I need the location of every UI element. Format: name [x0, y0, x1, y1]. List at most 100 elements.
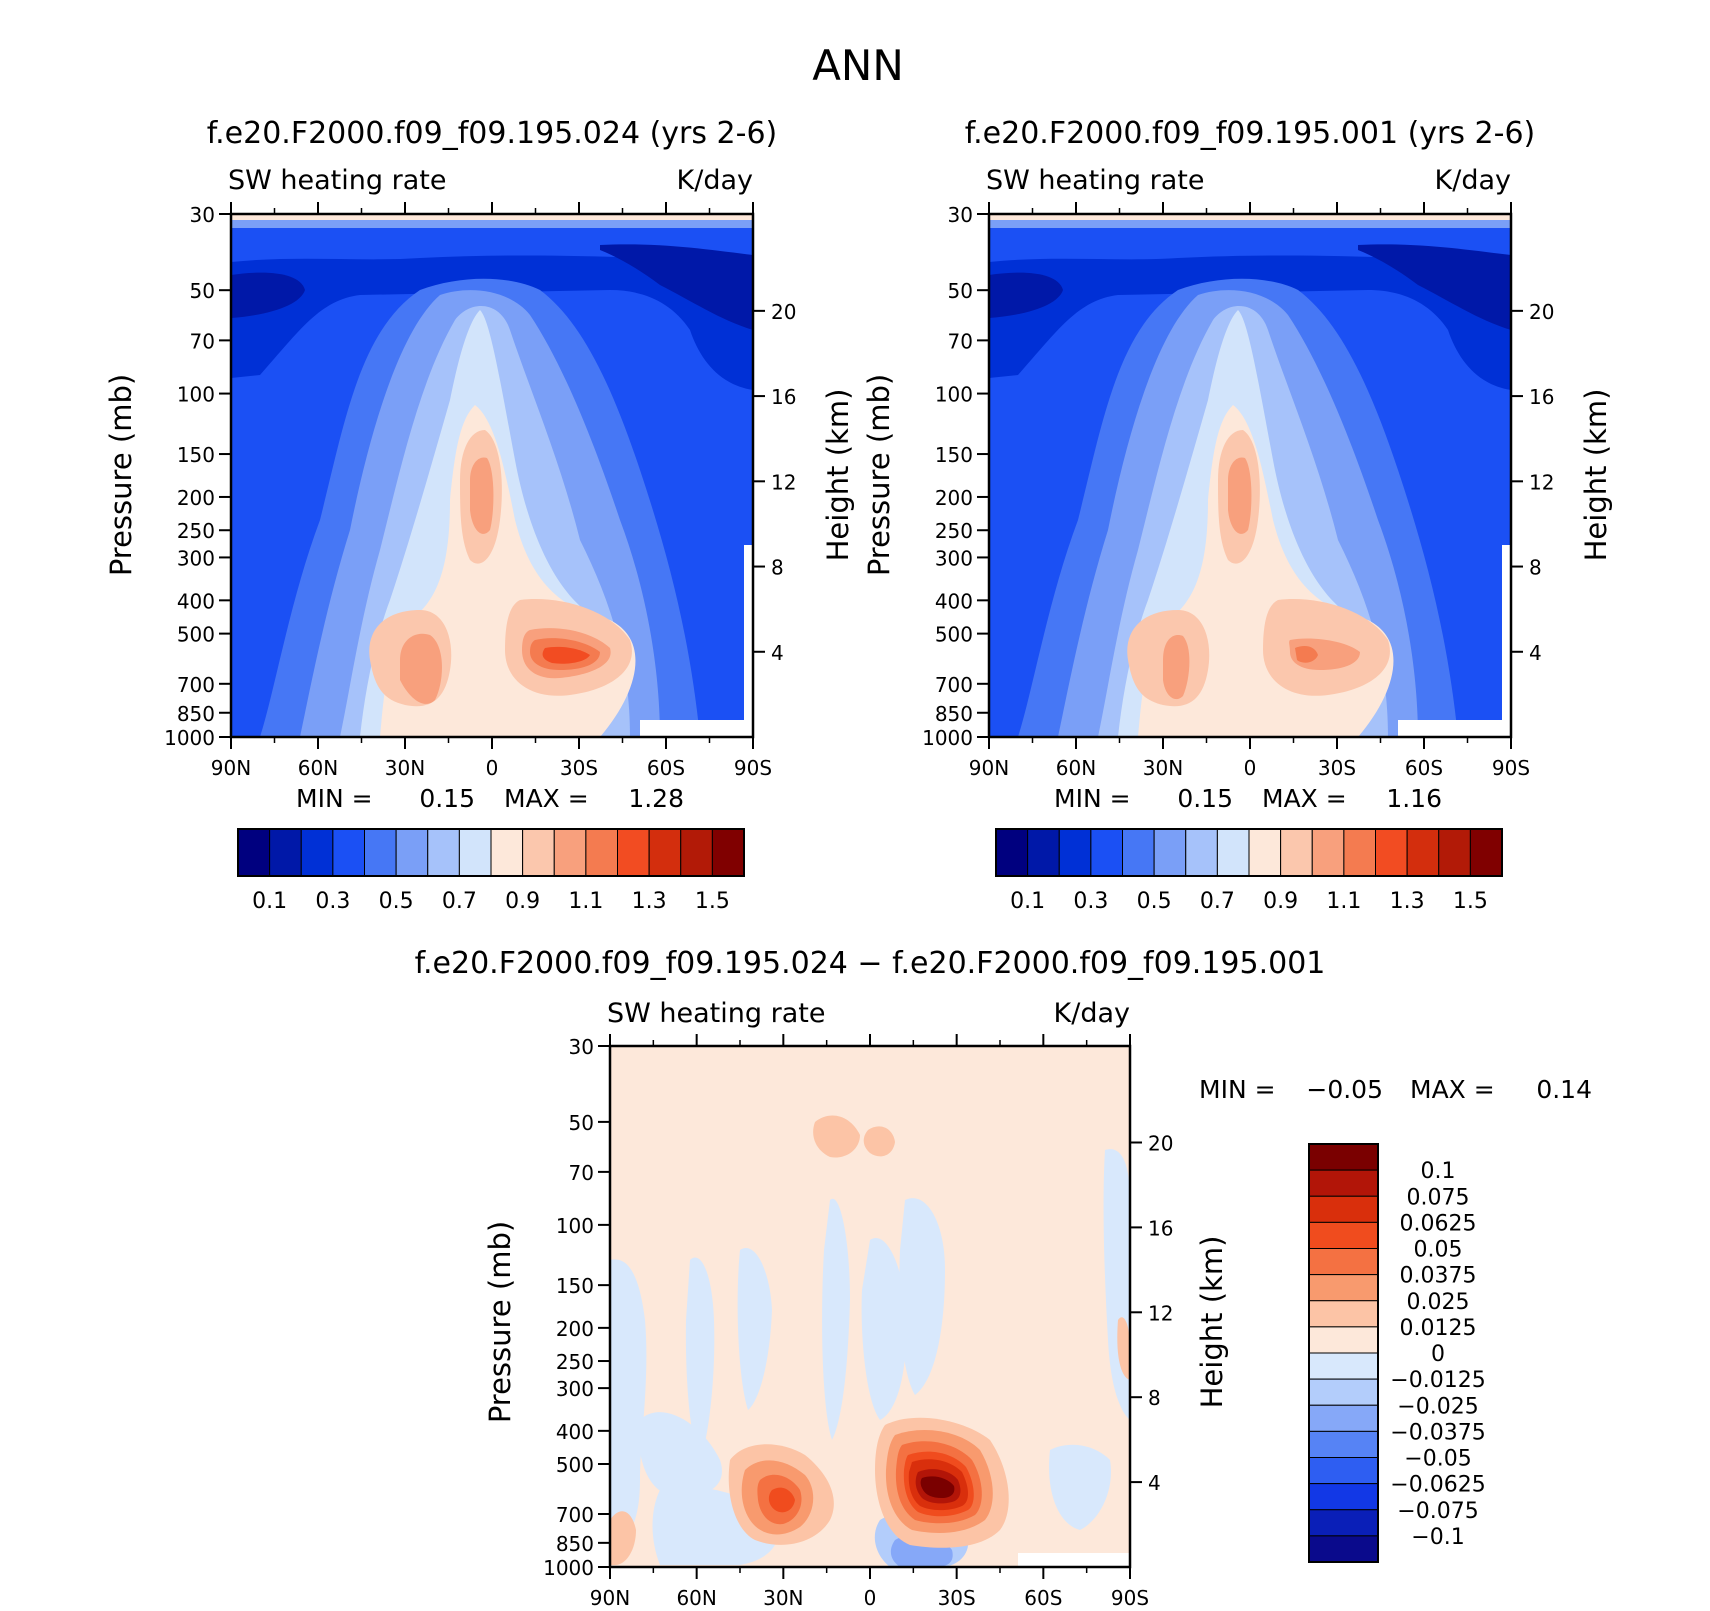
colorbar-swatch [1308, 1457, 1379, 1485]
latitude-tick-label: 30S [1318, 756, 1356, 780]
panel-3-min-value: −0.05 [1306, 1075, 1383, 1104]
panel-3-y2-axis-label: Height (km) [1195, 1236, 1229, 1409]
pressure-tick-label: 400 [556, 1420, 594, 1444]
colorbar-swatch [1469, 828, 1503, 877]
colorbar-label: 0.3 [1073, 889, 1108, 914]
colorbar-label: 0.1 [1421, 1159, 1456, 1184]
pressure-tick-label: 1000 [164, 726, 215, 750]
colorbar-swatch [1090, 828, 1123, 877]
colorbar-swatch [1185, 828, 1218, 877]
pressure-tick-label: 1000 [922, 726, 973, 750]
latitude-tick-label: 60S [647, 756, 685, 780]
colorbar-label: 0.025 [1407, 1290, 1470, 1315]
latitude-tick-label: 30S [560, 756, 598, 780]
colorbar-label: 0 [1431, 1342, 1445, 1367]
colorbar-swatch [1153, 828, 1187, 877]
height-tick-label: 20 [1148, 1131, 1173, 1155]
height-tick-label: 20 [771, 300, 796, 324]
panel-2-min-label: MIN = [1054, 784, 1131, 813]
latitude-tick-label: 0 [486, 756, 499, 780]
pressure-tick-label: 30 [948, 203, 973, 227]
pressure-tick-label: 200 [935, 486, 973, 510]
pressure-tick-label: 70 [948, 329, 973, 353]
pressure-tick-label: 1000 [543, 1556, 594, 1580]
colorbar-label: −0.0375 [1390, 1420, 1485, 1445]
panel-1-y-axis-label: Pressure (mb) [104, 374, 138, 576]
colorbar-swatch [680, 828, 713, 877]
panel-2-min-value: 0.15 [1177, 784, 1233, 813]
latitude-tick-label: 60N [676, 1586, 716, 1610]
colorbar-swatch [1308, 1352, 1379, 1380]
colorbar-swatch [1308, 1248, 1379, 1276]
colorbar-label: 1.5 [695, 889, 730, 914]
colorbar-label: 1.5 [1453, 889, 1488, 914]
height-tick-label: 16 [1148, 1216, 1173, 1240]
height-tick-label: 16 [1529, 385, 1554, 409]
pressure-tick-label: 500 [935, 623, 973, 647]
panel-3-field [610, 1046, 1130, 1567]
colorbar-swatch [1308, 1404, 1379, 1432]
panel-2-max-value: 1.16 [1386, 784, 1442, 813]
colorbar-swatch [648, 828, 682, 877]
colorbar-label: −0.075 [1397, 1499, 1478, 1524]
pressure-tick-label: 100 [177, 383, 215, 407]
colorbar-swatch [585, 828, 618, 877]
latitude-tick-label: 0 [1244, 756, 1257, 780]
pressure-tick-label: 200 [556, 1317, 594, 1341]
colorbar-swatch [300, 828, 334, 877]
pressure-tick-label: 500 [177, 623, 215, 647]
panel-2-variable-label: SW heating rate [986, 165, 1204, 196]
colorbar-swatch [617, 828, 650, 877]
colorbar-swatch [1308, 1169, 1379, 1197]
colorbar-swatch [458, 828, 492, 877]
pressure-tick-label: 300 [556, 1377, 594, 1401]
colorbar-label: 0.7 [1200, 889, 1235, 914]
pressure-tick-label: 70 [569, 1161, 594, 1185]
colorbar-swatch [995, 828, 1029, 877]
panel-2-max-label: MAX = [1262, 784, 1347, 813]
colorbar-label: 0.3 [315, 889, 350, 914]
latitude-tick-label: 30N [763, 1586, 803, 1610]
colorbar-label: 0.9 [1263, 889, 1298, 914]
colorbar-label: 0.0625 [1400, 1211, 1477, 1236]
panel-3-title: f.e20.F2000.f09_f09.195.024 − f.e20.F200… [415, 946, 1326, 981]
colorbar-label: 1.1 [1326, 889, 1361, 914]
colorbar-label: 0.1 [1010, 889, 1045, 914]
colorbar-swatch [332, 828, 365, 877]
pressure-tick-label: 700 [556, 1503, 594, 1527]
panel-2-y2-axis-label: Height (km) [1579, 389, 1613, 562]
pressure-tick-label: 50 [190, 279, 215, 303]
colorbar-label: −0.0125 [1390, 1368, 1485, 1393]
pressure-tick-label: 200 [177, 486, 215, 510]
latitude-tick-label: 30N [1143, 756, 1183, 780]
latitude-tick-label: 90N [590, 1586, 630, 1610]
colorbar-swatch [1308, 1274, 1379, 1302]
pressure-tick-label: 300 [935, 546, 973, 570]
colorbar-frame [995, 828, 1503, 877]
colorbar-swatch [1308, 1300, 1379, 1328]
colorbar-label: 1.3 [1390, 889, 1425, 914]
pressure-tick-label: 70 [190, 329, 215, 353]
panel-3-y-axis-label: Pressure (mb) [483, 1221, 517, 1423]
colorbar-swatch [1122, 828, 1155, 877]
panel-3-max-label: MAX = [1410, 1075, 1495, 1104]
colorbar-frame [1308, 1143, 1379, 1563]
height-tick-label: 4 [771, 641, 784, 665]
colorbar-swatch [490, 828, 524, 877]
colorbar-label: 0.9 [505, 889, 540, 914]
latitude-tick-label: 90N [211, 756, 251, 780]
colorbar-label: −0.0625 [1390, 1473, 1485, 1498]
colorbar-frame [237, 828, 745, 877]
latitude-tick-label: 60S [1405, 756, 1443, 780]
colorbar-swatch [1311, 828, 1345, 877]
pressure-tick-label: 150 [556, 1274, 594, 1298]
colorbar-label: 1.1 [568, 889, 603, 914]
pressure-tick-label: 250 [177, 519, 215, 543]
latitude-tick-label: 90S [734, 756, 772, 780]
colorbar-swatch [395, 828, 429, 877]
colorbar-label: −0.025 [1397, 1394, 1478, 1419]
panel-1-max-label: MAX = [504, 784, 589, 813]
panel-3-variable-label: SW heating rate [607, 998, 825, 1029]
height-tick-label: 20 [1529, 300, 1554, 324]
colorbar-swatch [1308, 1535, 1379, 1563]
